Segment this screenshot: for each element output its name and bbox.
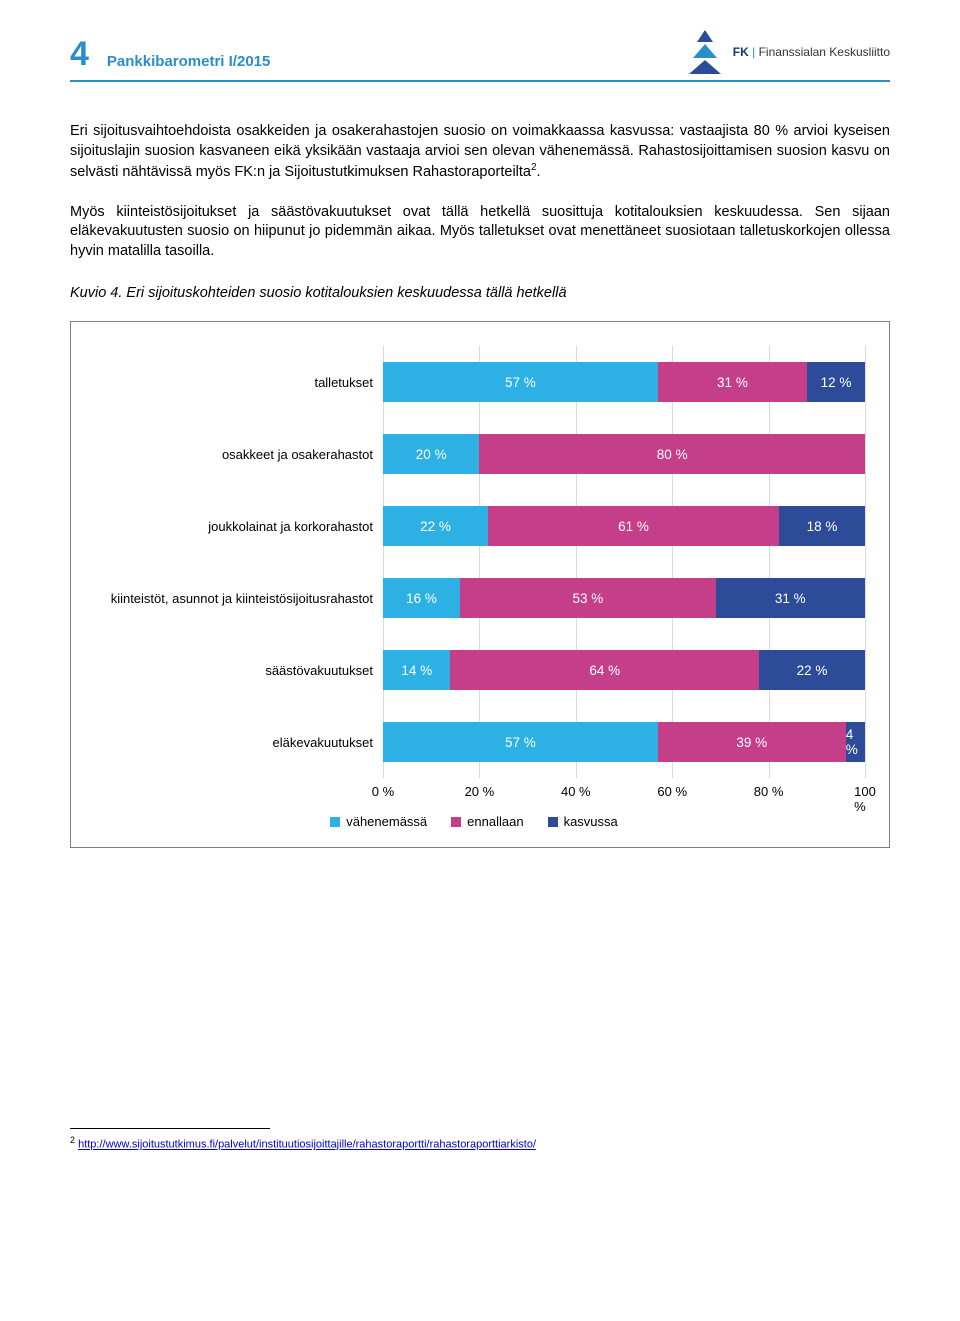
page-header: 4 Pankkibarometri I/2015 FK | Finanssial… (70, 30, 890, 82)
page-number: 4 (70, 35, 89, 74)
footnote-rule (70, 1128, 270, 1129)
axis-tick-label: 40 % (561, 784, 591, 799)
legend-label: kasvussa (564, 814, 618, 829)
bar: 16 %53 %31 % (383, 578, 865, 618)
bar: 57 %31 %12 % (383, 362, 865, 402)
chart-row: osakkeet ja osakerahastot20 %80 % (83, 418, 865, 490)
chart-row: säästövakuutukset14 %64 %22 % (83, 634, 865, 706)
chart-row: joukkolainat ja korkorahastot22 %61 %18 … (83, 490, 865, 562)
bar-segment: 53 % (460, 578, 715, 618)
org-separator-icon: | (752, 45, 755, 59)
chart-row: kiinteistöt, asunnot ja kiinteistösijoit… (83, 562, 865, 634)
bar-segment: 18 % (779, 506, 865, 546)
footnote-number: 2 (70, 1135, 75, 1145)
category-label: talletukset (83, 375, 383, 390)
bar-segment: 80 % (479, 434, 865, 474)
category-label: säästövakuutukset (83, 663, 383, 678)
bar-segment: 4 % (846, 722, 865, 762)
org-name: Finanssialan Keskusliitto (759, 45, 890, 59)
category-label: joukkolainat ja korkorahastot (83, 519, 383, 534)
bar: 14 %64 %22 % (383, 650, 865, 690)
legend-label: vähenemässä (346, 814, 427, 829)
legend-swatch-icon (451, 817, 461, 827)
legend-item: kasvussa (548, 814, 618, 829)
chart-row: talletukset57 %31 %12 % (83, 346, 865, 418)
paragraph-1-tail: . (537, 164, 541, 180)
axis-tick-label: 80 % (754, 784, 784, 799)
figure-caption: Kuvio 4. Eri sijoituskohteiden suosio ko… (70, 285, 890, 301)
chart-row: eläkevakuutukset57 %39 %4 % (83, 706, 865, 778)
chart-rows: talletukset57 %31 %12 %osakkeet ja osake… (83, 346, 865, 778)
bar-area: 20 %80 % (383, 418, 865, 490)
bar-segment: 20 % (383, 434, 479, 474)
bar-segment: 16 % (383, 578, 460, 618)
gridline (865, 346, 866, 418)
header-left: 4 Pankkibarometri I/2015 (70, 35, 270, 74)
legend-label: ennallaan (467, 814, 523, 829)
gridline (865, 562, 866, 634)
axis-tick-label: 20 % (465, 784, 495, 799)
bar-area: 22 %61 %18 % (383, 490, 865, 562)
bar-segment: 22 % (383, 506, 488, 546)
document-title: Pankkibarometri I/2015 (107, 53, 270, 74)
gridline (865, 490, 866, 562)
category-label: osakkeet ja osakerahastot (83, 447, 383, 462)
bar-segment: 31 % (716, 578, 865, 618)
bar-segment: 12 % (807, 362, 865, 402)
x-axis: 0 %20 %40 %60 %80 %100 % (83, 784, 865, 802)
axis-tick-label: 60 % (657, 784, 687, 799)
axis-ticks: 0 %20 %40 %60 %80 %100 % (383, 784, 865, 802)
chart-legend: vähenemässä ennallaan kasvussa (83, 814, 865, 829)
footnote: 2 http://www.sijoitustutkimus.fi/palvelu… (70, 1135, 890, 1151)
gridline (865, 418, 866, 490)
bar-segment: 39 % (658, 722, 846, 762)
bar-segment: 31 % (658, 362, 807, 402)
bar-segment: 22 % (759, 650, 865, 690)
axis-tick-label: 100 % (854, 784, 876, 814)
legend-item: vähenemässä (330, 814, 427, 829)
chart-container: talletukset57 %31 %12 %osakkeet ja osake… (70, 321, 890, 848)
bar: 20 %80 % (383, 434, 865, 474)
bar-area: 57 %31 %12 % (383, 346, 865, 418)
category-label: eläkevakuutukset (83, 735, 383, 750)
bar: 57 %39 %4 % (383, 722, 865, 762)
bar-area: 57 %39 %4 % (383, 706, 865, 778)
axis-tick-label: 0 % (372, 784, 394, 799)
bar-segment: 57 % (383, 362, 658, 402)
org-logo-icon (685, 30, 725, 74)
legend-item: ennallaan (451, 814, 523, 829)
bar-segment: 57 % (383, 722, 658, 762)
gridline (865, 634, 866, 706)
paragraph-1-text: Eri sijoitusvaihtoehdoista osakkeiden ja… (70, 123, 890, 180)
paragraph-2: Myös kiinteistösijoitukset ja säästövaku… (70, 203, 890, 262)
category-label: kiinteistöt, asunnot ja kiinteistösijoit… (83, 591, 383, 606)
footnote-link[interactable]: http://www.sijoitustutkimus.fi/palvelut/… (78, 1139, 536, 1151)
paragraph-1: Eri sijoitusvaihtoehdoista osakkeiden ja… (70, 122, 890, 183)
org-abbrev: FK (733, 45, 749, 59)
legend-swatch-icon (548, 817, 558, 827)
bar-area: 14 %64 %22 % (383, 634, 865, 706)
org-branding: FK | Finanssialan Keskusliitto (685, 30, 890, 74)
bar-area: 16 %53 %31 % (383, 562, 865, 634)
bar-segment: 14 % (383, 650, 450, 690)
bar-segment: 61 % (488, 506, 779, 546)
bar: 22 %61 %18 % (383, 506, 865, 546)
axis-spacer (83, 784, 383, 802)
bar-segment: 64 % (450, 650, 758, 690)
gridline (865, 706, 866, 778)
legend-swatch-icon (330, 817, 340, 827)
